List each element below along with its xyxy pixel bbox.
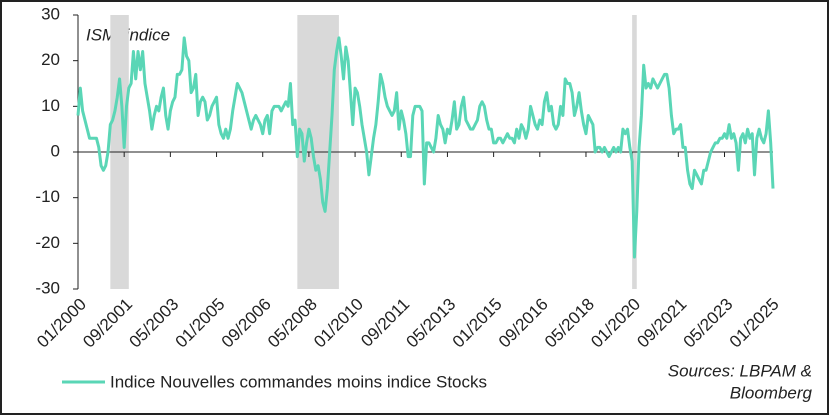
y-tick-label: -10 bbox=[35, 187, 60, 206]
y-tick-label: 10 bbox=[41, 96, 60, 115]
line bbox=[76, 36, 775, 259]
source-line: Bloomberg bbox=[730, 383, 813, 402]
y-tick-label: 30 bbox=[41, 4, 60, 23]
source-line: Sources: LBPAM & bbox=[668, 361, 812, 380]
y-tick-label: 0 bbox=[51, 141, 60, 160]
y-tick-label: -30 bbox=[35, 278, 60, 297]
y-tick-label: -20 bbox=[35, 233, 60, 252]
y-tick-label: 20 bbox=[41, 50, 60, 69]
legend-label: Indice Nouvelles commandes moins indice … bbox=[110, 372, 487, 391]
